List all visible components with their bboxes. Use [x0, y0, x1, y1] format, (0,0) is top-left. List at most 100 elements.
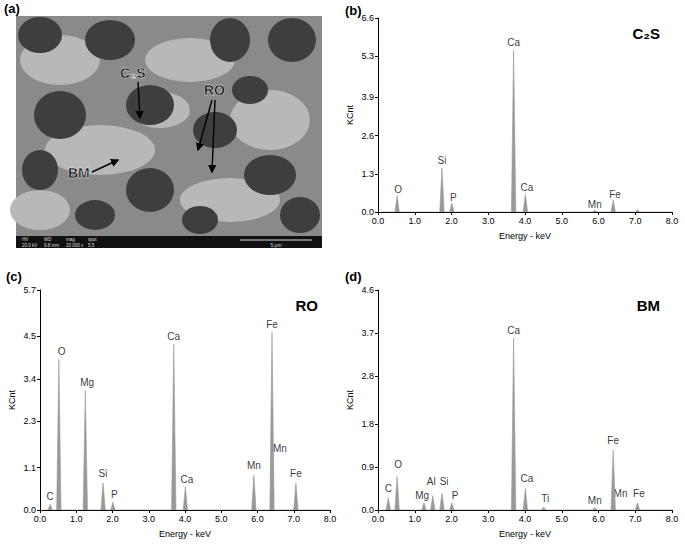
svg-text:spot: spot — [88, 237, 97, 242]
svg-text:2.0: 2.0 — [445, 216, 458, 226]
svg-text:1.8: 1.8 — [361, 419, 374, 429]
svg-text:Fe: Fe — [633, 488, 645, 499]
svg-text:20.0 kV: 20.0 kV — [22, 243, 37, 248]
svg-text:5.5: 5.5 — [88, 243, 95, 248]
svg-text:0.0: 0.0 — [372, 216, 385, 226]
svg-text:1.3: 1.3 — [361, 169, 374, 179]
svg-text:KCnt: KCnt — [7, 390, 17, 411]
svg-text:Ca: Ca — [180, 474, 193, 485]
svg-text:Fe: Fe — [290, 468, 302, 479]
svg-text:3.7: 3.7 — [361, 328, 374, 338]
svg-text:P: P — [450, 192, 457, 203]
svg-text:0.0: 0.0 — [23, 505, 36, 515]
svg-text:5.3: 5.3 — [361, 51, 374, 61]
svg-text:5.7: 5.7 — [23, 285, 36, 295]
svg-text:1.0: 1.0 — [408, 216, 421, 226]
svg-text:Mn: Mn — [273, 443, 287, 454]
svg-text:3.9: 3.9 — [361, 92, 374, 102]
svg-text:0.0: 0.0 — [34, 514, 47, 524]
svg-text:5.0: 5.0 — [555, 514, 568, 524]
svg-text:3.4: 3.4 — [23, 374, 36, 384]
svg-text:3.0: 3.0 — [482, 514, 495, 524]
svg-text:1.0: 1.0 — [70, 514, 83, 524]
svg-text:mag: mag — [66, 237, 75, 242]
svg-text:Mn: Mn — [588, 199, 602, 210]
svg-text:2.6: 2.6 — [361, 131, 374, 141]
svg-text:3.0: 3.0 — [142, 514, 155, 524]
svg-text:6.0: 6.0 — [592, 216, 605, 226]
svg-text:WD: WD — [44, 237, 52, 242]
svg-text:RO: RO — [204, 82, 225, 98]
svg-text:Mn: Mn — [588, 495, 602, 506]
svg-text:2.0: 2.0 — [445, 514, 458, 524]
svg-text:O: O — [58, 346, 66, 357]
svg-text:1.1: 1.1 — [23, 463, 36, 473]
svg-text:KCnt: KCnt — [345, 390, 355, 411]
svg-text:C: C — [47, 491, 54, 502]
svg-text:0.0: 0.0 — [372, 514, 385, 524]
svg-text:(c): (c) — [6, 269, 22, 284]
svg-text:O: O — [394, 459, 402, 470]
svg-text:Si: Si — [99, 468, 108, 479]
svg-text:Fe: Fe — [609, 189, 621, 200]
svg-text:Fe: Fe — [266, 319, 278, 330]
svg-text:Energy - keV: Energy - keV — [499, 231, 551, 241]
svg-text:5 μm: 5 μm — [270, 242, 281, 248]
svg-text:9.8 mm: 9.8 mm — [44, 243, 59, 248]
svg-text:3.0: 3.0 — [482, 216, 495, 226]
svg-text:Ca: Ca — [167, 331, 180, 342]
svg-text:6.0: 6.0 — [251, 514, 264, 524]
svg-text:Si: Si — [437, 155, 446, 166]
svg-text:C: C — [385, 483, 392, 494]
svg-text:5.0: 5.0 — [555, 216, 568, 226]
svg-text:Energy - keV: Energy - keV — [159, 529, 211, 539]
svg-text:6.0: 6.0 — [592, 514, 605, 524]
svg-text:Ca: Ca — [507, 37, 520, 48]
svg-text:BM: BM — [68, 165, 90, 181]
svg-text:4.0: 4.0 — [519, 514, 532, 524]
svg-text:8.0: 8.0 — [666, 216, 679, 226]
svg-text:Mn: Mn — [614, 488, 628, 499]
svg-text:0.9: 0.9 — [361, 462, 374, 472]
svg-text:2.8: 2.8 — [361, 371, 374, 381]
svg-text:4.0: 4.0 — [179, 514, 192, 524]
svg-text:8.0: 8.0 — [324, 514, 337, 524]
svg-text:0.0: 0.0 — [361, 207, 374, 217]
svg-text:6.6: 6.6 — [361, 13, 374, 23]
svg-text:C₂S: C₂S — [632, 25, 660, 42]
svg-text:7.0: 7.0 — [287, 514, 300, 524]
svg-text:2.0: 2.0 — [106, 514, 119, 524]
svg-text:Mn: Mn — [247, 460, 261, 471]
svg-text:Al: Al — [427, 476, 436, 487]
svg-text:C₂S: C₂S — [120, 65, 146, 81]
svg-text:P: P — [111, 489, 118, 500]
svg-text:4.6: 4.6 — [361, 285, 374, 295]
svg-text:4.5: 4.5 — [23, 331, 36, 341]
svg-text:Energy - keV: Energy - keV — [499, 529, 551, 539]
svg-text:Mg: Mg — [80, 377, 94, 388]
svg-text:Ca: Ca — [507, 325, 520, 336]
svg-text:P: P — [452, 490, 459, 501]
svg-text:7.0: 7.0 — [629, 216, 642, 226]
svg-text:HV: HV — [22, 237, 28, 242]
svg-text:5.0: 5.0 — [215, 514, 228, 524]
svg-text:BM: BM — [637, 297, 660, 314]
svg-text:7.0: 7.0 — [629, 514, 642, 524]
svg-text:(d): (d) — [345, 269, 362, 284]
svg-text:4.0: 4.0 — [519, 216, 532, 226]
svg-text:20 000 x: 20 000 x — [66, 243, 84, 248]
svg-text:KCnt: KCnt — [345, 105, 355, 126]
svg-text:Fe: Fe — [607, 435, 619, 446]
svg-text:Ti: Ti — [541, 493, 549, 504]
svg-text:O: O — [394, 184, 402, 195]
svg-text:Ca: Ca — [520, 182, 533, 193]
svg-text:(b): (b) — [345, 3, 362, 18]
svg-text:Si: Si — [440, 476, 449, 487]
svg-text:RO: RO — [296, 297, 319, 314]
svg-text:Mg: Mg — [415, 490, 429, 501]
svg-text:8.0: 8.0 — [666, 514, 679, 524]
svg-text:(a): (a) — [4, 1, 20, 16]
svg-text:2.3: 2.3 — [23, 416, 36, 426]
svg-text:Ca: Ca — [520, 473, 533, 484]
svg-text:1.0: 1.0 — [408, 514, 421, 524]
